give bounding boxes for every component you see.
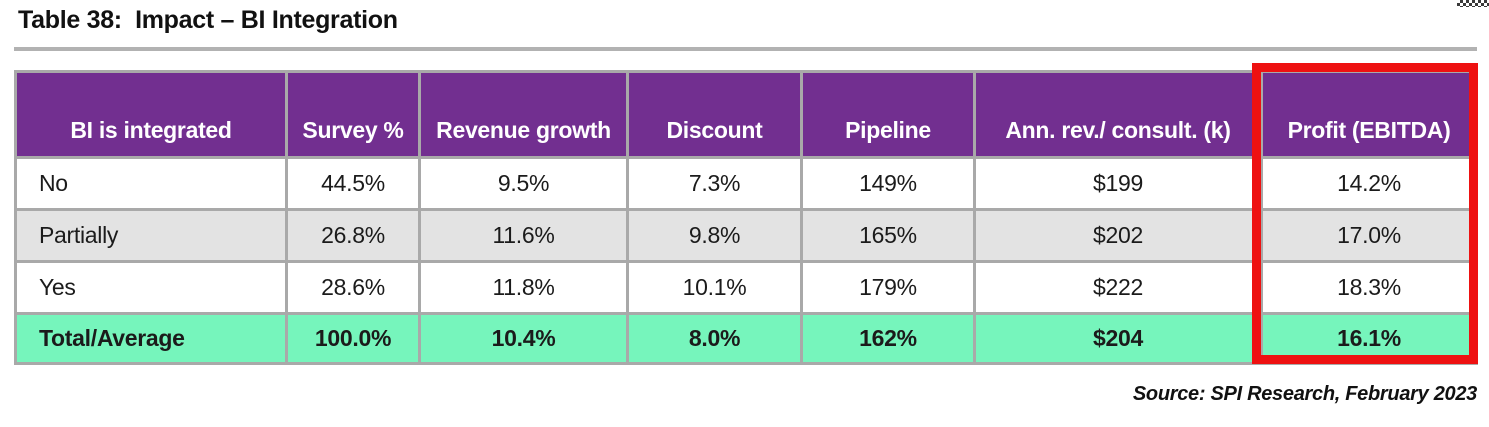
col-header-discount: Discount	[626, 70, 803, 159]
table-cell: 11.6%	[418, 208, 629, 263]
bi-integration-impact-table: BI is integrated Survey % Revenue growth…	[14, 70, 1478, 365]
table-title: Table 38: Impact – BI Integration	[18, 6, 398, 34]
table-cell: 18.3%	[1260, 260, 1478, 315]
col-header-ann-rev-consult: Ann. rev./ consult. (k)	[973, 70, 1263, 159]
table-cell: 162%	[800, 312, 976, 365]
title-divider	[14, 47, 1477, 51]
table-cell: 28.6%	[285, 260, 421, 315]
table-cell: 17.0%	[1260, 208, 1478, 263]
table-cell: $204	[973, 312, 1263, 365]
table-header-row: BI is integrated Survey % Revenue growth…	[14, 70, 1478, 159]
table-cell: 44.5%	[285, 156, 421, 211]
col-header-bi-integrated: BI is integrated	[14, 70, 288, 159]
table-cell: 9.8%	[626, 208, 803, 263]
table-row-total-average: Total/Average 100.0% 10.4% 8.0% 162% $20…	[14, 312, 1478, 365]
source-note: Source: SPI Research, February 2023	[1132, 383, 1477, 405]
col-header-survey-pct: Survey %	[285, 70, 421, 159]
table-cell: 149%	[800, 156, 976, 211]
table-cell: $199	[973, 156, 1263, 211]
table-cell: 100.0%	[285, 312, 421, 365]
table-cell: 8.0%	[626, 312, 803, 365]
row-label: Total/Average	[14, 312, 288, 365]
table-cell: 10.1%	[626, 260, 803, 315]
table-cell: 165%	[800, 208, 976, 263]
table-cell: $202	[973, 208, 1263, 263]
table-row-no: No 44.5% 9.5% 7.3% 149% $199 14.2%	[14, 156, 1478, 211]
table-cell: $222	[973, 260, 1263, 315]
row-label: No	[14, 156, 288, 211]
table-cell: 16.1%	[1260, 312, 1478, 365]
table-cell: 179%	[800, 260, 976, 315]
table-cell: 10.4%	[418, 312, 629, 365]
table-cell: 11.8%	[418, 260, 629, 315]
row-label: Partially	[14, 208, 288, 263]
table-cell: 9.5%	[418, 156, 629, 211]
table-row-partially: Partially 26.8% 11.6% 9.8% 165% $202 17.…	[14, 208, 1478, 263]
col-header-pipeline: Pipeline	[800, 70, 976, 159]
table-row-yes: Yes 28.6% 11.8% 10.1% 179% $222 18.3%	[14, 260, 1478, 315]
table-cell: 7.3%	[626, 156, 803, 211]
page-corner-artifact	[1457, 0, 1489, 7]
col-header-profit-ebitda: Profit (EBITDA)	[1260, 70, 1478, 159]
table-cell: 26.8%	[285, 208, 421, 263]
table-cell: 14.2%	[1260, 156, 1478, 211]
row-label: Yes	[14, 260, 288, 315]
col-header-revenue-growth: Revenue growth	[418, 70, 629, 159]
